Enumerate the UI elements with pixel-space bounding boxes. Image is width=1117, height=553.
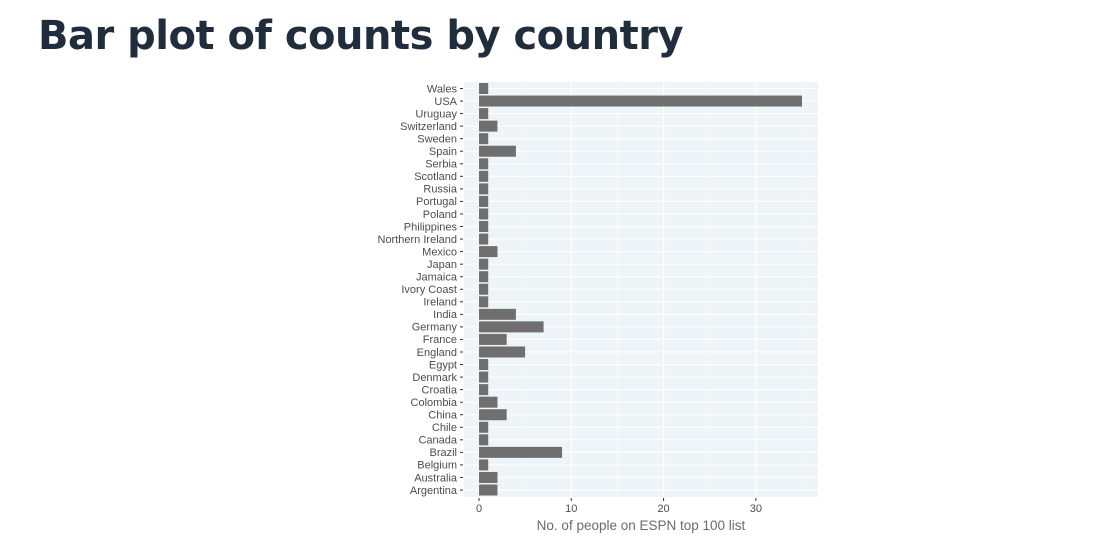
bar-jamaica [479, 271, 489, 283]
y-tick-label: Mexico [422, 246, 457, 258]
y-tick-label: Philippines [404, 221, 458, 233]
bar-ivory-coast [479, 283, 489, 295]
bar-russia [479, 183, 489, 195]
y-tick-label: Switzerland [400, 121, 457, 133]
y-tick-label: Brazil [429, 447, 457, 459]
y-tick-label: Serbia [425, 159, 458, 171]
y-tick-label: England [417, 347, 457, 359]
y-tick-label: Japan [427, 259, 457, 271]
x-tick-label: 20 [657, 503, 669, 515]
y-tick-label: Poland [423, 209, 457, 221]
bar-sweden [479, 133, 489, 145]
bar-northern-ireland [479, 233, 489, 245]
y-tick-label: Belgium [417, 460, 457, 472]
bar-switzerland [479, 120, 498, 132]
slide-title: Bar plot of counts by country [38, 13, 684, 59]
x-tick-label: 30 [750, 503, 762, 515]
y-tick-label: China [428, 410, 458, 422]
bar-spain [479, 145, 516, 157]
bar-brazil [479, 446, 563, 458]
bar-croatia [479, 384, 489, 396]
bar-layer [479, 83, 802, 496]
x-axis: 0 10 20 30 [476, 498, 762, 515]
x-axis-title: No. of people on ESPN top 100 list [537, 518, 746, 533]
y-tick-label: Northern Ireland [378, 234, 458, 246]
y-tick-label: France [423, 334, 457, 346]
x-tick-label: 0 [476, 503, 482, 515]
bar-china [479, 409, 507, 421]
y-tick-label: Uruguay [415, 108, 457, 120]
bar-poland [479, 208, 489, 220]
bar-india [479, 308, 516, 320]
bar-chile [479, 421, 489, 433]
bar-serbia [479, 158, 489, 170]
bar-usa [479, 95, 802, 107]
bar-belgium [479, 459, 489, 471]
y-tick-label: Jamaica [416, 272, 458, 284]
bar-scotland [479, 170, 489, 182]
bar-japan [479, 258, 489, 270]
y-tick-label: Denmark [412, 372, 457, 384]
y-tick-label: Chile [432, 422, 457, 434]
y-tick-label: Egypt [429, 359, 457, 371]
bar-canada [479, 434, 489, 446]
y-tick-label: USA [434, 96, 457, 108]
y-tick-label: Canada [418, 435, 457, 447]
bar-egypt [479, 359, 489, 371]
bar-mexico [479, 246, 498, 258]
x-tick-label: 10 [565, 503, 577, 515]
grid-layer [464, 82, 818, 497]
y-tick-label: Scotland [414, 171, 457, 183]
y-tick-label: Australia [414, 472, 458, 484]
y-tick-label: Argentina [410, 485, 458, 497]
y-axis: WalesUSAUruguaySwitzerlandSwedenSpainSer… [378, 83, 463, 497]
bar-colombia [479, 396, 498, 408]
bar-ireland [479, 296, 489, 308]
y-tick-label: Germany [412, 322, 458, 334]
bar-argentina [479, 484, 498, 496]
y-tick-label: Ivory Coast [401, 284, 457, 296]
bar-portugal [479, 195, 489, 207]
bar-uruguay [479, 108, 489, 120]
y-tick-label: Croatia [422, 384, 458, 396]
y-tick-label: Russia [423, 184, 458, 196]
bar-england [479, 346, 526, 358]
bar-denmark [479, 371, 489, 383]
bar-wales [479, 83, 489, 94]
bar-philippines [479, 221, 489, 233]
y-tick-label: Ireland [423, 297, 457, 309]
y-tick-label: Sweden [417, 133, 457, 145]
bar-france [479, 333, 507, 345]
bar-germany [479, 321, 544, 333]
bar-australia [479, 471, 498, 483]
y-tick-label: Spain [429, 146, 457, 158]
y-tick-label: Wales [427, 83, 458, 95]
y-tick-label: India [433, 309, 458, 321]
y-tick-label: Colombia [411, 397, 458, 409]
y-tick-label: Portugal [416, 196, 457, 208]
